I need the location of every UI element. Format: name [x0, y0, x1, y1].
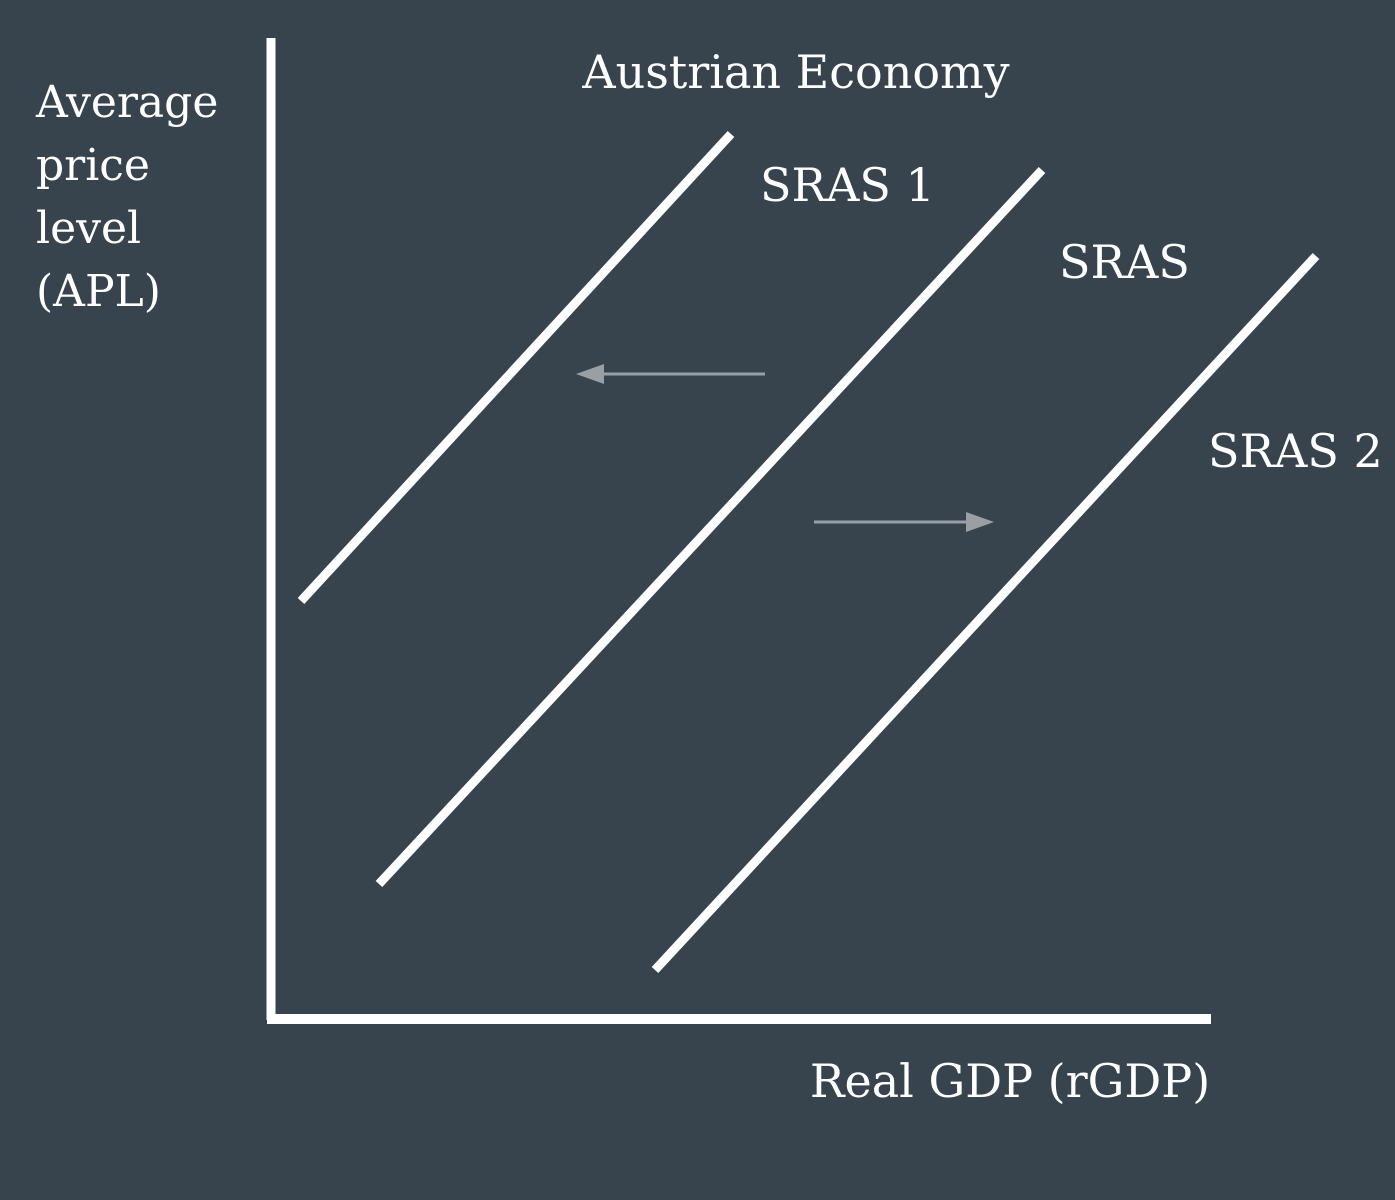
y-axis-label-line-3: level [36, 203, 141, 254]
sras1-label: SRAS 1 [760, 158, 935, 212]
y-axis-label-line-2: price [36, 140, 150, 191]
sras2-label: SRAS 2 [1208, 424, 1383, 478]
shift-right-arrow [814, 512, 994, 532]
sras-curve [375, 166, 1046, 888]
sras-label: SRAS [1059, 235, 1190, 289]
y-axis-label-line-1: Average [35, 77, 218, 128]
chart-title: Austrian Economy [581, 45, 1009, 99]
sras2-curve [651, 252, 1320, 974]
x-axis-label: Real GDP (rGDP) [810, 1054, 1210, 1108]
sras1-curve [297, 130, 735, 605]
y-axis-label-line-4: (APL) [36, 266, 161, 317]
shift-left-arrow [576, 364, 765, 384]
